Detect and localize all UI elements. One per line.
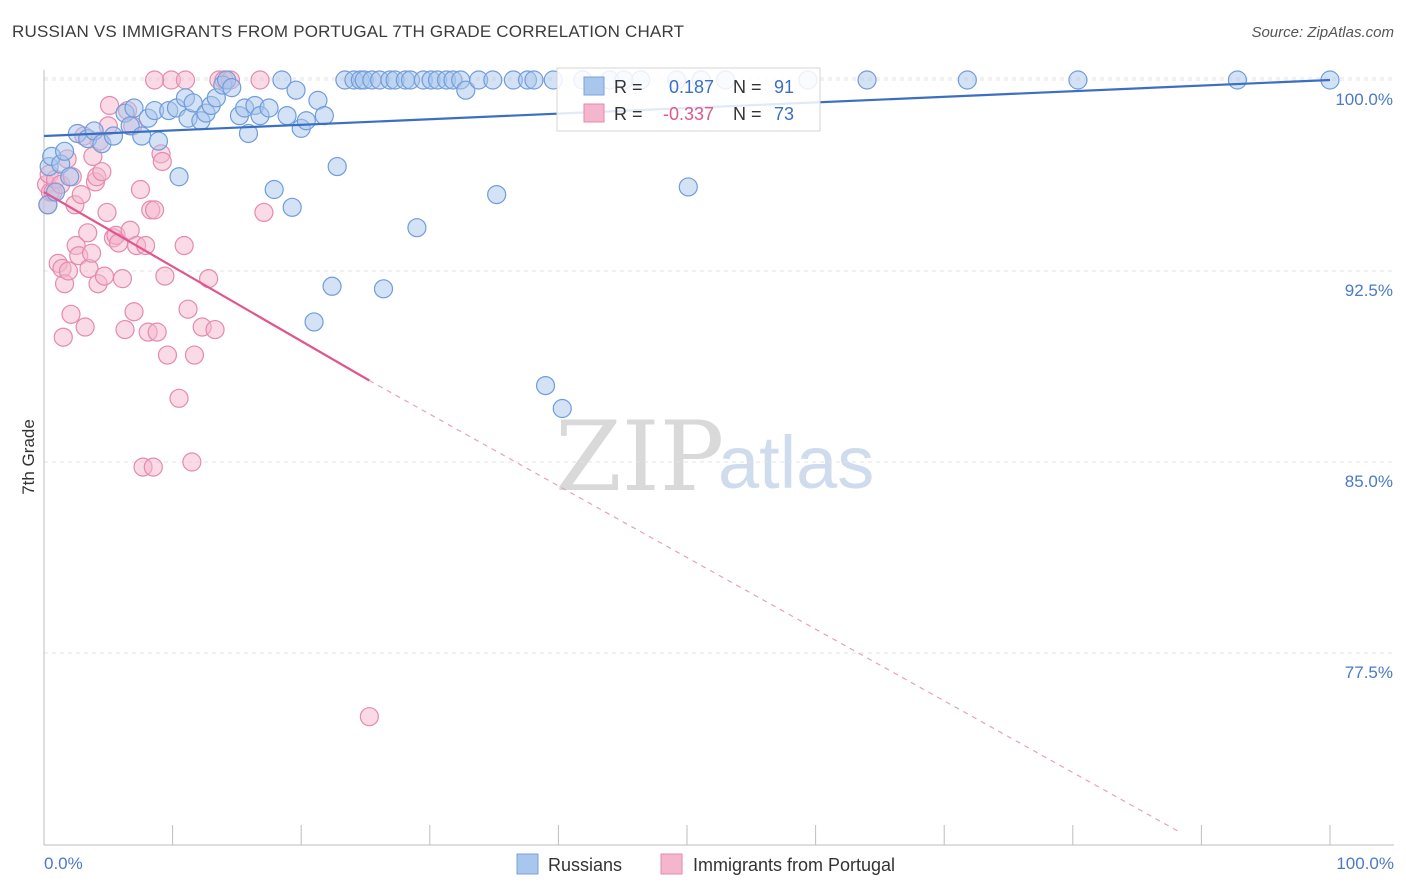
stats-n-label-2: N = xyxy=(733,104,762,124)
watermark-zip: ZIP xyxy=(555,401,724,513)
stats-r-value-2: -0.337 xyxy=(663,104,714,124)
point-russians xyxy=(857,70,877,90)
stats-r-value-1: 0.187 xyxy=(669,77,714,97)
point-portugal xyxy=(152,151,172,172)
point-russians xyxy=(103,126,124,146)
point-russians xyxy=(678,177,698,197)
point-portugal xyxy=(182,452,202,472)
point-portugal xyxy=(124,302,144,322)
y-tick-label: 77.5% xyxy=(1345,663,1393,682)
source-label: Source: ZipAtlas.com xyxy=(1251,24,1394,41)
point-russians xyxy=(456,80,476,100)
point-portugal xyxy=(184,345,205,365)
point-russians xyxy=(148,131,169,151)
stats-r-label-2: R = xyxy=(614,104,643,124)
x-tick-label-min: 0.0% xyxy=(44,854,83,873)
point-portugal xyxy=(155,266,175,286)
stats-legend: R = 0.187 N = 91 R = -0.337 N = 73 xyxy=(556,67,821,132)
bottom-legend: Russians Immigrants from Portugal xyxy=(516,853,895,875)
point-portugal xyxy=(94,266,115,286)
point-russians xyxy=(124,98,144,118)
x-tick-label-max: 100.0% xyxy=(1336,854,1394,873)
trend-line-portugal xyxy=(43,191,370,382)
legend-swatch-portugal xyxy=(660,853,683,875)
y-tick-label: 85.0% xyxy=(1345,472,1393,491)
point-portugal xyxy=(147,322,167,342)
point-portugal xyxy=(130,179,151,200)
point-russians xyxy=(304,312,324,332)
point-portugal xyxy=(169,388,189,408)
x-ticks xyxy=(43,825,1331,845)
point-portugal xyxy=(250,70,270,90)
stats-n-label-1: N = xyxy=(733,77,762,97)
point-russians xyxy=(132,126,152,146)
point-russians xyxy=(322,276,342,296)
point-portugal xyxy=(143,457,163,477)
point-russians xyxy=(60,167,80,187)
point-russians xyxy=(272,70,292,90)
point-russians xyxy=(552,398,572,419)
y-tick-label: 92.5% xyxy=(1345,281,1393,300)
point-portugal xyxy=(99,95,120,116)
point-russians xyxy=(957,70,977,90)
point-russians xyxy=(373,279,394,299)
point-portugal xyxy=(175,70,196,90)
point-russians xyxy=(264,179,284,200)
y-tick-labels: 100.0% 92.5% 85.0% 77.5% xyxy=(1335,90,1393,682)
stats-legend-swatch-blue xyxy=(583,76,605,96)
point-portugal xyxy=(144,70,165,90)
series-russians-points xyxy=(38,70,1340,419)
stats-legend-swatch-pink xyxy=(583,103,605,123)
point-russians xyxy=(259,98,279,118)
point-russians xyxy=(1068,70,1088,90)
point-portugal xyxy=(178,299,198,319)
point-portugal xyxy=(58,261,79,281)
point-russians xyxy=(483,70,503,90)
point-portugal xyxy=(205,319,225,340)
point-portugal xyxy=(97,202,117,223)
point-russians xyxy=(407,218,427,238)
point-portugal xyxy=(61,304,81,324)
chart-title: RUSSIAN VS IMMIGRANTS FROM PORTUGAL 7TH … xyxy=(12,22,685,41)
legend-swatch-russians xyxy=(516,853,539,875)
legend-label-portugal: Immigrants from Portugal xyxy=(693,855,895,875)
point-russians xyxy=(487,185,507,205)
point-portugal xyxy=(71,185,91,205)
stats-r-label-1: R = xyxy=(614,77,643,97)
point-portugal xyxy=(53,327,73,347)
stats-n-value-2: 73 xyxy=(774,104,794,124)
point-russians xyxy=(54,141,75,161)
point-russians xyxy=(524,70,544,90)
point-russians xyxy=(277,106,297,126)
legend-label-russians: Russians xyxy=(548,855,622,875)
point-portugal xyxy=(144,200,165,220)
series-portugal-points xyxy=(36,70,379,727)
point-russians xyxy=(314,106,334,126)
point-russians xyxy=(282,197,302,217)
trend-line-portugal-extension xyxy=(369,379,1179,832)
point-portugal xyxy=(112,269,133,289)
point-portugal xyxy=(359,707,379,727)
point-portugal xyxy=(81,243,102,263)
point-portugal xyxy=(75,317,95,337)
point-russians xyxy=(169,167,189,187)
point-russians xyxy=(222,78,242,98)
point-russians xyxy=(286,80,306,100)
gridlines xyxy=(44,77,1394,654)
point-russians xyxy=(238,123,259,144)
point-portugal xyxy=(254,202,274,223)
point-russians xyxy=(535,376,556,396)
y-axis-label: 7th Grade xyxy=(19,419,38,495)
point-portugal xyxy=(115,319,135,340)
point-russians xyxy=(327,156,347,177)
point-russians xyxy=(1227,70,1248,90)
point-portugal xyxy=(157,345,178,365)
point-portugal xyxy=(174,235,194,256)
point-portugal xyxy=(92,162,112,182)
point-russians xyxy=(296,111,316,131)
y-tick-label: 100.0% xyxy=(1335,90,1393,109)
point-portugal xyxy=(78,223,98,243)
stats-n-value-1: 91 xyxy=(774,77,794,97)
